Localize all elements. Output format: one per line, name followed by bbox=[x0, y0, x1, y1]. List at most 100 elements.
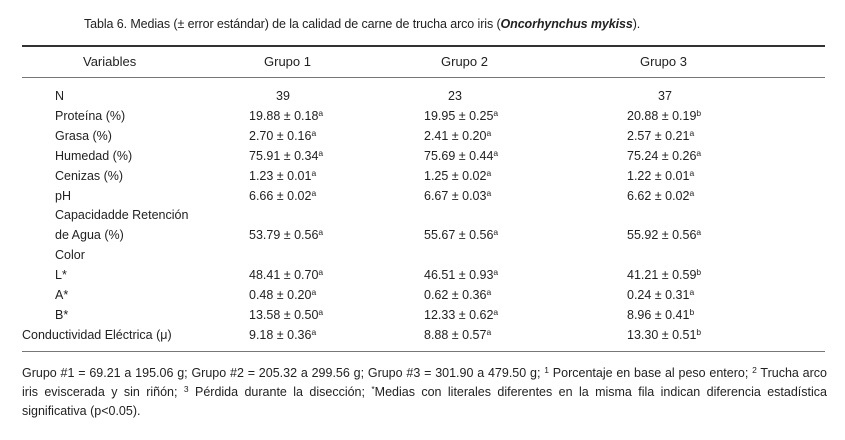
top-rule bbox=[22, 45, 825, 47]
cell-value: 2.70 ± 0.16 bbox=[249, 128, 312, 143]
cell-value: 0.48 ± 0.20 bbox=[249, 288, 312, 302]
table-row: Capacidadde Retención bbox=[0, 208, 845, 226]
significance-letter: a bbox=[486, 326, 492, 337]
cell-value: 13.58 ± 0.50 bbox=[249, 307, 319, 322]
grupo-2-cell: 46.51 ± 0.93a bbox=[424, 268, 498, 282]
row-label: Color bbox=[55, 248, 85, 263]
grupo-2-cell: 6.67 ± 0.03a bbox=[424, 187, 492, 202]
grupo-3-cell: 2.57 ± 0.21a bbox=[627, 129, 694, 143]
grupo-2-cell: 55.67 ± 0.56a bbox=[424, 228, 498, 242]
cell-value: 0.24 ± 0.31 bbox=[627, 288, 690, 302]
significance-letter: b bbox=[696, 107, 702, 118]
grupo-3-cell: 20.88 ± 0.19b bbox=[627, 109, 701, 123]
significance-letter: a bbox=[696, 147, 702, 158]
header-grupo-1: Grupo 1 bbox=[264, 54, 311, 69]
significance-letter: a bbox=[486, 187, 492, 198]
significance-letter: a bbox=[311, 326, 317, 337]
cell-value: 39 bbox=[276, 89, 290, 103]
significance-letter: a bbox=[696, 227, 702, 238]
cell-value: 55.67 ± 0.56 bbox=[424, 228, 494, 243]
footnote-marker-4: * bbox=[371, 384, 375, 394]
significance-letter: a bbox=[311, 187, 317, 198]
grupo-1-cell: 75.91 ± 0.34a bbox=[249, 147, 324, 163]
grupo-3-cell: 0.24 ± 0.31a bbox=[627, 288, 694, 302]
cell-value: 23 bbox=[448, 89, 462, 103]
footnote-text-4: Pérdida durante la disección; bbox=[188, 385, 372, 399]
significance-letter: b bbox=[696, 326, 702, 337]
table-row: N 39 23 37 bbox=[0, 89, 845, 107]
header-grupo-2: Grupo 2 bbox=[441, 54, 488, 69]
row-label: pH bbox=[55, 188, 71, 203]
significance-letter: a bbox=[318, 147, 324, 158]
significance-letter: a bbox=[311, 287, 317, 297]
cell-value: 19.95 ± 0.25 bbox=[424, 108, 494, 123]
cell-value: 0.62 ± 0.36 bbox=[424, 288, 487, 302]
grupo-2-cell: 12.33 ± 0.62a bbox=[424, 308, 498, 322]
significance-letter: a bbox=[493, 107, 499, 118]
cell-value: 1.23 ± 0.01 bbox=[249, 168, 312, 183]
grupo-3-cell: 37 bbox=[658, 89, 672, 103]
table-row: Color bbox=[0, 248, 845, 266]
grupo-2-cell: 75.69 ± 0.44a bbox=[424, 148, 498, 163]
grupo-3-cell: 55.92 ± 0.56a bbox=[627, 228, 701, 242]
row-label: de Agua (%) bbox=[55, 228, 124, 243]
cell-value: 75.91 ± 0.34 bbox=[249, 148, 319, 163]
cell-value: 2.41 ± 0.20 bbox=[424, 128, 487, 143]
significance-letter: a bbox=[689, 127, 695, 138]
cell-value: 41.21 ± 0.59 bbox=[627, 268, 697, 283]
significance-letter: a bbox=[311, 167, 317, 178]
grupo-2-cell: 1.25 ± 0.02a bbox=[424, 167, 492, 183]
header-variables: Variables bbox=[83, 54, 137, 69]
grupo-3-cell: 6.62 ± 0.02a bbox=[627, 187, 695, 202]
cell-value: 46.51 ± 0.93 bbox=[424, 268, 494, 283]
bottom-rule bbox=[22, 351, 825, 352]
cell-value: 1.25 ± 0.02 bbox=[424, 168, 487, 183]
row-label: B* bbox=[55, 307, 69, 322]
cell-value: 12.33 ± 0.62 bbox=[424, 307, 494, 322]
grupo-1-cell: 6.66 ± 0.02a bbox=[249, 187, 317, 203]
caption-prefix: Tabla 6. Medias (± error estándar) de la… bbox=[84, 17, 501, 31]
grupo-1-cell: 48.41 ± 0.70a bbox=[249, 268, 323, 282]
footnote-marker-3: 3 bbox=[183, 384, 189, 394]
cell-value: 48.41 ± 0.70 bbox=[249, 268, 319, 283]
grupo-1-cell: 39 bbox=[276, 89, 290, 103]
grupo-2-cell: 0.62 ± 0.36a bbox=[424, 288, 491, 302]
cell-value: 2.57 ± 0.21 bbox=[627, 128, 690, 143]
row-label: Cenizas (%) bbox=[55, 168, 124, 183]
table-row: Humedad (%) 75.91 ± 0.34a 75.69 ± 0.44a 75.… bbox=[0, 147, 845, 167]
cell-value: 37 bbox=[658, 89, 672, 103]
significance-letter: a bbox=[311, 127, 317, 138]
cell-value: 6.66 ± 0.02 bbox=[249, 188, 312, 203]
row-label: Grasa (%) bbox=[55, 128, 112, 143]
significance-letter: a bbox=[689, 287, 695, 297]
grupo-1-cell: 9.18 ± 0.36a bbox=[249, 328, 316, 342]
significance-letter: a bbox=[486, 127, 492, 138]
significance-letter: b bbox=[696, 267, 702, 278]
cell-value: 8.88 ± 0.57 bbox=[424, 327, 487, 342]
row-label: Humedad (%) bbox=[55, 148, 133, 163]
significance-letter: a bbox=[318, 107, 324, 118]
cell-value: 53.79 ± 0.56 bbox=[249, 228, 319, 243]
table-row: B* 13.58 ± 0.50a 12.33 ± 0.62a 8.96 ± 0.41b bbox=[0, 308, 845, 326]
row-label: N bbox=[55, 89, 65, 103]
significance-letter: a bbox=[486, 167, 492, 178]
footnote-text-1: Grupo #1 = 69.21 a 195.06 g; Grupo #2 = … bbox=[22, 366, 545, 380]
cell-value: 19.88 ± 0.18 bbox=[249, 108, 319, 123]
footnote-marker-1: 1 bbox=[544, 365, 549, 375]
table-row: Proteína (%) 19.88 ± 0.18a 19.95 ± 0.25a 20… bbox=[0, 109, 845, 127]
footnote-marker-2: 2 bbox=[752, 365, 757, 375]
cell-value: 13.30 ± 0.51 bbox=[627, 327, 697, 342]
footnote-text-5: Medias con literales diferentes en la mi… bbox=[22, 385, 827, 418]
table-row: Grasa (%) 2.70 ± 0.16a 2.41 ± 0.20a 2.57 ± … bbox=[0, 129, 845, 147]
grupo-3-cell: 75.24 ± 0.26a bbox=[627, 147, 702, 162]
cell-value: 1.22 ± 0.01 bbox=[627, 168, 690, 183]
cell-value: 9.18 ± 0.36 bbox=[249, 327, 312, 342]
row-label: Proteína (%) bbox=[55, 108, 126, 123]
grupo-1-cell: 53.79 ± 0.56a bbox=[249, 228, 323, 242]
table-caption: Tabla 6. Medias (± error estándar) de la… bbox=[84, 17, 640, 31]
grupo-3-cell: 13.30 ± 0.51b bbox=[627, 328, 701, 342]
cell-value: 20.88 ± 0.19 bbox=[627, 108, 697, 123]
table-row: Conductividad Eléctrica (μ) 9.18 ± 0.36a 8… bbox=[0, 328, 845, 346]
significance-letter: a bbox=[689, 187, 695, 198]
cell-value: 75.69 ± 0.44 bbox=[424, 148, 494, 163]
